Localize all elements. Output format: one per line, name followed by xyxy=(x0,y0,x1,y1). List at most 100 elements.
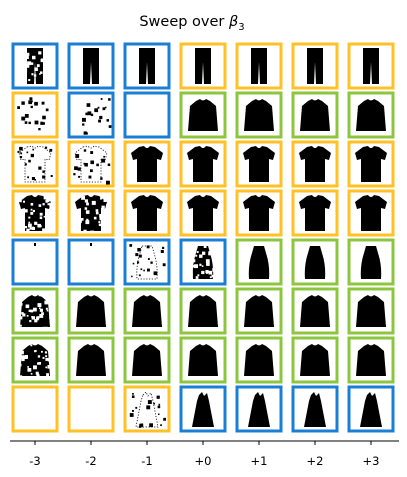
cell-frame xyxy=(123,238,171,286)
cell-frame xyxy=(347,42,395,90)
cell-frame xyxy=(291,385,339,433)
cell-frame xyxy=(179,189,227,237)
grid-cell-r4-c1 xyxy=(11,189,59,237)
cell-frame xyxy=(235,287,283,335)
cell-frame xyxy=(235,385,283,433)
grid-cell-r8-c2 xyxy=(67,385,115,433)
grid-cell-r4-c5 xyxy=(235,189,283,237)
cell-frame xyxy=(123,385,171,433)
cell-frame xyxy=(67,238,115,286)
grid-cell-r6-c3 xyxy=(123,287,171,335)
cell-frame xyxy=(179,42,227,90)
cell-frame xyxy=(291,42,339,90)
x-tick-label: -2 xyxy=(85,454,96,468)
grid-cell-r1-c2 xyxy=(67,42,115,90)
x-tick-label: -3 xyxy=(29,454,40,468)
grid-cell-r7-c6 xyxy=(291,336,339,384)
x-tick-label: -1 xyxy=(141,454,152,468)
grid-cell-r3-c5 xyxy=(235,140,283,188)
cell-frame xyxy=(11,91,59,139)
grid-cell-r1-c4 xyxy=(179,42,227,90)
cell-frame xyxy=(179,140,227,188)
cell-frame xyxy=(179,91,227,139)
grid-cell-r7-c5 xyxy=(235,336,283,384)
cell-frame xyxy=(179,385,227,433)
cell-frame xyxy=(347,189,395,237)
grid-cell-r1-c5 xyxy=(235,42,283,90)
cell-frame xyxy=(291,238,339,286)
x-axis-ticks: -3 -2 -1 +0 +1 +2 +3 xyxy=(29,441,379,468)
cell-frame xyxy=(123,336,171,384)
cell-frame xyxy=(67,336,115,384)
x-tick-label: +3 xyxy=(363,454,380,468)
x-tick-label: +2 xyxy=(307,454,324,468)
cell-frame xyxy=(347,287,395,335)
grid-cell-r8-c1 xyxy=(11,385,59,433)
grid-cell-r5-c1 xyxy=(11,238,59,286)
cell-frame xyxy=(179,336,227,384)
cell-frame xyxy=(235,238,283,286)
grid-cell-r4-c2 xyxy=(67,189,115,237)
cell-frame xyxy=(291,287,339,335)
cell-frame xyxy=(11,189,59,237)
grid-cell-r4-c3 xyxy=(123,189,171,237)
cell-frame xyxy=(347,238,395,286)
cell-frame xyxy=(291,140,339,188)
cell-frame xyxy=(67,385,115,433)
cell-frame xyxy=(179,287,227,335)
cell-frame xyxy=(67,287,115,335)
cell-frame xyxy=(347,91,395,139)
grid-cell-r7-c1 xyxy=(11,336,59,384)
grid-cell-r2-c6 xyxy=(291,91,339,139)
grid-cell-r1-c1 xyxy=(11,42,59,90)
x-tick-label: +0 xyxy=(195,454,212,468)
grid-cell-r8-c6 xyxy=(291,385,339,433)
cell-frame xyxy=(291,336,339,384)
grid-cell-r8-c4 xyxy=(179,385,227,433)
grid-cell-r3-c3 xyxy=(123,140,171,188)
cell-frame xyxy=(11,385,59,433)
cell-frame xyxy=(67,140,115,188)
cell-frame xyxy=(11,238,59,286)
title-symbol: β xyxy=(228,14,238,30)
grid-cell-r2-c7 xyxy=(347,91,395,139)
cell-frame xyxy=(67,42,115,90)
grid-cell-r3-c6 xyxy=(291,140,339,188)
cell-frame xyxy=(11,287,59,335)
grid-cell-r2-c1 xyxy=(11,91,59,139)
grid-cell-r6-c7 xyxy=(347,287,395,335)
cell-frame xyxy=(11,336,59,384)
grid-cell-r4-c4 xyxy=(179,189,227,237)
cell-frame xyxy=(67,91,115,139)
grid-cell-r5-c5 xyxy=(235,238,283,286)
cell-frame xyxy=(67,189,115,237)
grid-cell-r3-c4 xyxy=(179,140,227,188)
cell-frame xyxy=(291,91,339,139)
cell-frame xyxy=(235,336,283,384)
grid-cell-r5-c3 xyxy=(123,238,171,286)
grid-cell-r6-c6 xyxy=(291,287,339,335)
grid-cell-r6-c4 xyxy=(179,287,227,335)
grid-cell-r2-c2 xyxy=(67,91,115,139)
cell-frame xyxy=(123,287,171,335)
cell-frame xyxy=(235,189,283,237)
grid-cell-r2-c5 xyxy=(235,91,283,139)
cell-frame xyxy=(123,140,171,188)
chart-title: Sweep over β3 xyxy=(139,14,244,33)
grid-cell-r4-c7 xyxy=(347,189,395,237)
image-grid xyxy=(11,42,395,433)
grid-cell-r8-c3 xyxy=(123,385,171,433)
cell-frame xyxy=(235,140,283,188)
cell-frame xyxy=(235,91,283,139)
grid-cell-r5-c2 xyxy=(67,238,115,286)
grid-cell-r1-c3 xyxy=(123,42,171,90)
grid-cell-r5-c6 xyxy=(291,238,339,286)
grid-cell-r3-c2 xyxy=(67,140,115,188)
grid-cell-r2-c3 xyxy=(123,91,171,139)
cell-frame xyxy=(123,42,171,90)
grid-cell-r6-c5 xyxy=(235,287,283,335)
grid-cell-r5-c4 xyxy=(179,238,227,286)
grid-cell-r1-c6 xyxy=(291,42,339,90)
cell-frame xyxy=(11,140,59,188)
